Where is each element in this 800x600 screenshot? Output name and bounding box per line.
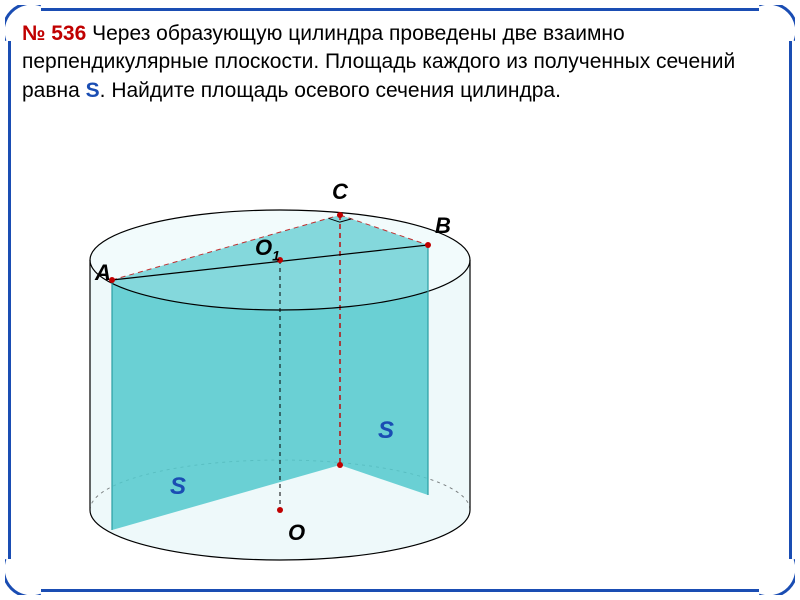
problem-number: № 536 <box>22 22 86 45</box>
label-A: A <box>95 260 111 286</box>
problem-statement: № 536 Через образующую цилиндра проведен… <box>22 20 778 105</box>
problem-S: S <box>86 79 100 102</box>
label-O1: O1 <box>255 235 280 263</box>
label-C: C <box>332 179 348 205</box>
label-S-left: S <box>170 473 186 501</box>
label-O: O <box>288 520 305 546</box>
frame-corner-bl <box>5 559 41 595</box>
cylinder-diagram: A B C O1 O S S <box>70 165 510 585</box>
problem-text-2: . Найдите площадь осевого сечения цилинд… <box>100 79 561 102</box>
label-B: B <box>435 213 451 239</box>
frame-corner-br <box>759 559 795 595</box>
label-S-right: S <box>378 417 394 445</box>
